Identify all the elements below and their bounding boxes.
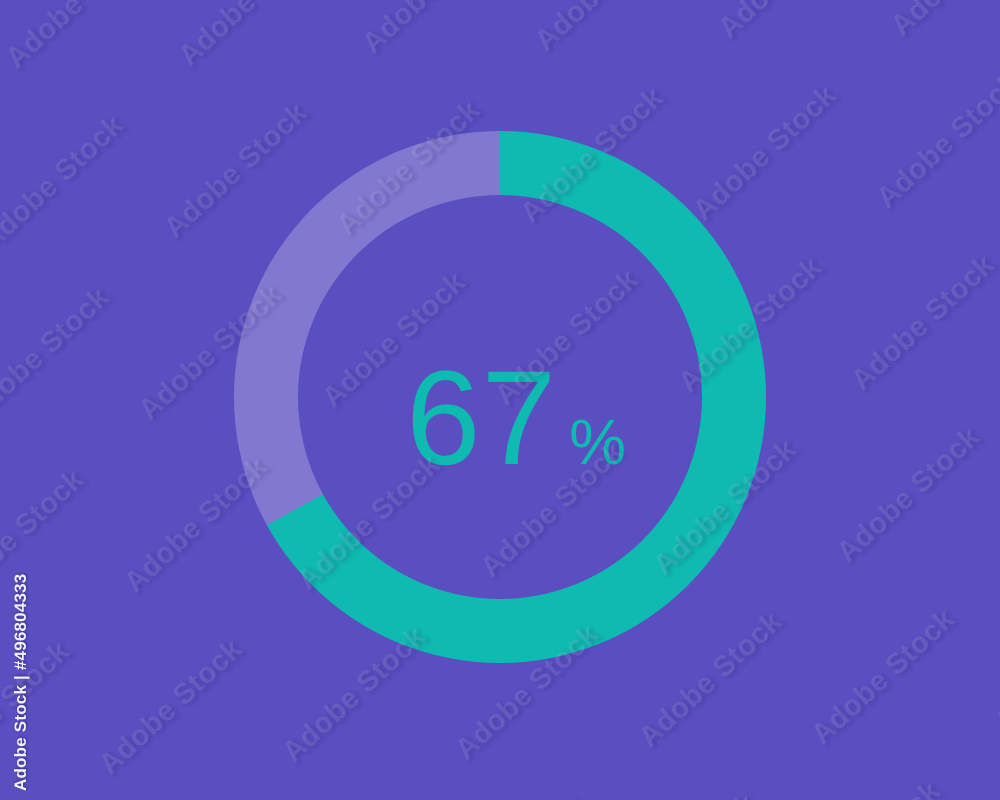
watermark-tile-text: Adobe Stock: [434, 790, 590, 800]
watermark-tile-text: Adobe Stock: [844, 248, 1000, 397]
watermark-tile-text: Adobe Stock: [0, 0, 156, 75]
watermark-tile-text: Adobe Stock: [0, 108, 130, 257]
watermark-tile-text: Adobe Stock: [830, 420, 986, 569]
watermark-tile-text: Adobe Stock: [686, 78, 843, 227]
watermark-tile-text: Adobe Stock: [885, 0, 1000, 43]
donut-hole: [298, 195, 702, 599]
watermark-tile-text: Adobe Stock: [963, 772, 1000, 800]
watermark-tile-text: Adobe Stock: [632, 605, 788, 754]
percentage-label: 67 %: [406, 344, 626, 493]
watermark-tile-text: Adobe Stock: [712, 0, 868, 45]
percentage-unit: %: [569, 406, 626, 478]
watermark-tile-text: Adobe Stock: [92, 632, 249, 781]
percentage-value: 67: [406, 344, 558, 493]
watermark-tile-text: Adobe Stock: [356, 0, 512, 60]
watermark-tile-text: Adobe Stock: [805, 602, 961, 751]
watermark-tile-text: Adobe Stock: [529, 0, 685, 58]
watermark-tile-text: Adobe Stock: [870, 66, 1000, 215]
watermark-tile-text: Adobe Stock: [157, 96, 314, 245]
watermark-tile-text: Adobe Stock: [172, 0, 328, 73]
watermark-tile-text: Adobe Stock: [0, 280, 116, 429]
watermark-tile-text: Adobe Stock: [607, 787, 763, 800]
watermark-credit-label: Adobe Stock | #496804333: [11, 573, 30, 791]
watermark-tile-text: Adobe Stock: [988, 590, 1000, 739]
watermark-tile-text: Adobe Stock: [791, 775, 947, 800]
donut-chart: [234, 131, 766, 663]
